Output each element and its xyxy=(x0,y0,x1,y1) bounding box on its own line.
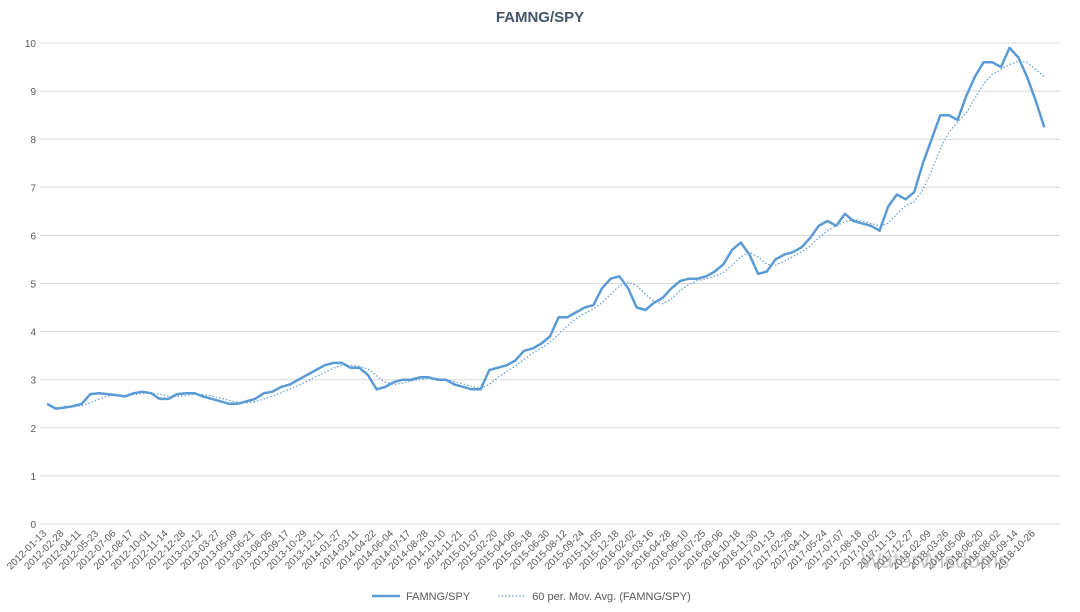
y-tick-label: 2 xyxy=(30,424,36,435)
legend-label: FAMNG/SPY xyxy=(406,591,471,603)
y-tick-label: 1 xyxy=(30,472,36,483)
y-tick-label: 6 xyxy=(30,231,36,242)
y-tick-label: 3 xyxy=(30,376,36,387)
y-tick-label: 7 xyxy=(30,183,36,194)
y-tick-label: 9 xyxy=(30,87,36,98)
y-tick-label: 5 xyxy=(30,280,36,291)
y-tick-label: 10 xyxy=(25,39,37,50)
y-tick-label: 0 xyxy=(30,520,36,531)
y-tick-label: 8 xyxy=(30,135,36,146)
chart-title: FAMNG/SPY xyxy=(496,9,584,26)
watermark: WaterWisdoms xyxy=(861,548,1009,573)
y-tick-label: 4 xyxy=(30,328,36,339)
series-line xyxy=(46,46,1046,410)
series-line xyxy=(64,60,1045,408)
legend-label: 60 per. Mov. Avg. (FAMNG/SPY) xyxy=(532,591,691,603)
